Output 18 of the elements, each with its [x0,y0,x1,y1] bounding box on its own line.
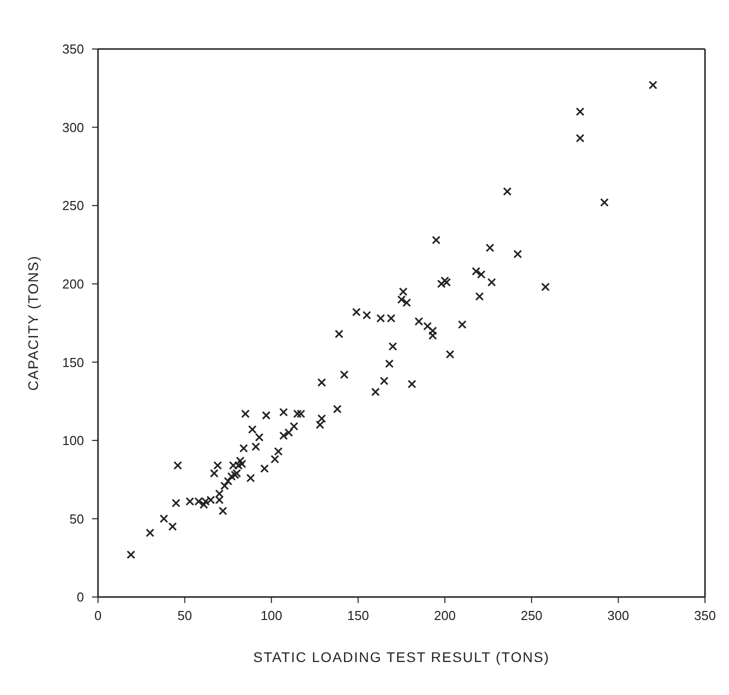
x-tick-label: 150 [347,608,369,624]
y-tick-label: 150 [62,354,84,370]
y-axis-title: CAPACITY (TONS) [24,255,41,391]
y-tick-label: 100 [62,433,84,448]
y-tick-label: 350 [62,42,84,57]
x-tick-label: 50 [177,608,192,624]
x-tick-label: 200 [434,608,456,624]
y-tick-label: 300 [62,120,84,135]
x-axis-title: STATIC LOADING TEST RESULT (TONS) [253,649,550,665]
x-tick-label: 100 [260,608,282,624]
x-tick-label: 0 [94,608,102,624]
y-tick-label: 250 [62,198,84,214]
y-tick-label: 50 [70,511,84,526]
x-tick-label: 250 [520,608,542,624]
y-tick-label: 0 [76,590,84,605]
x-tick-label: 300 [607,608,630,624]
x-tick-label: 350 [694,608,716,624]
y-tick-label: 200 [62,276,84,292]
